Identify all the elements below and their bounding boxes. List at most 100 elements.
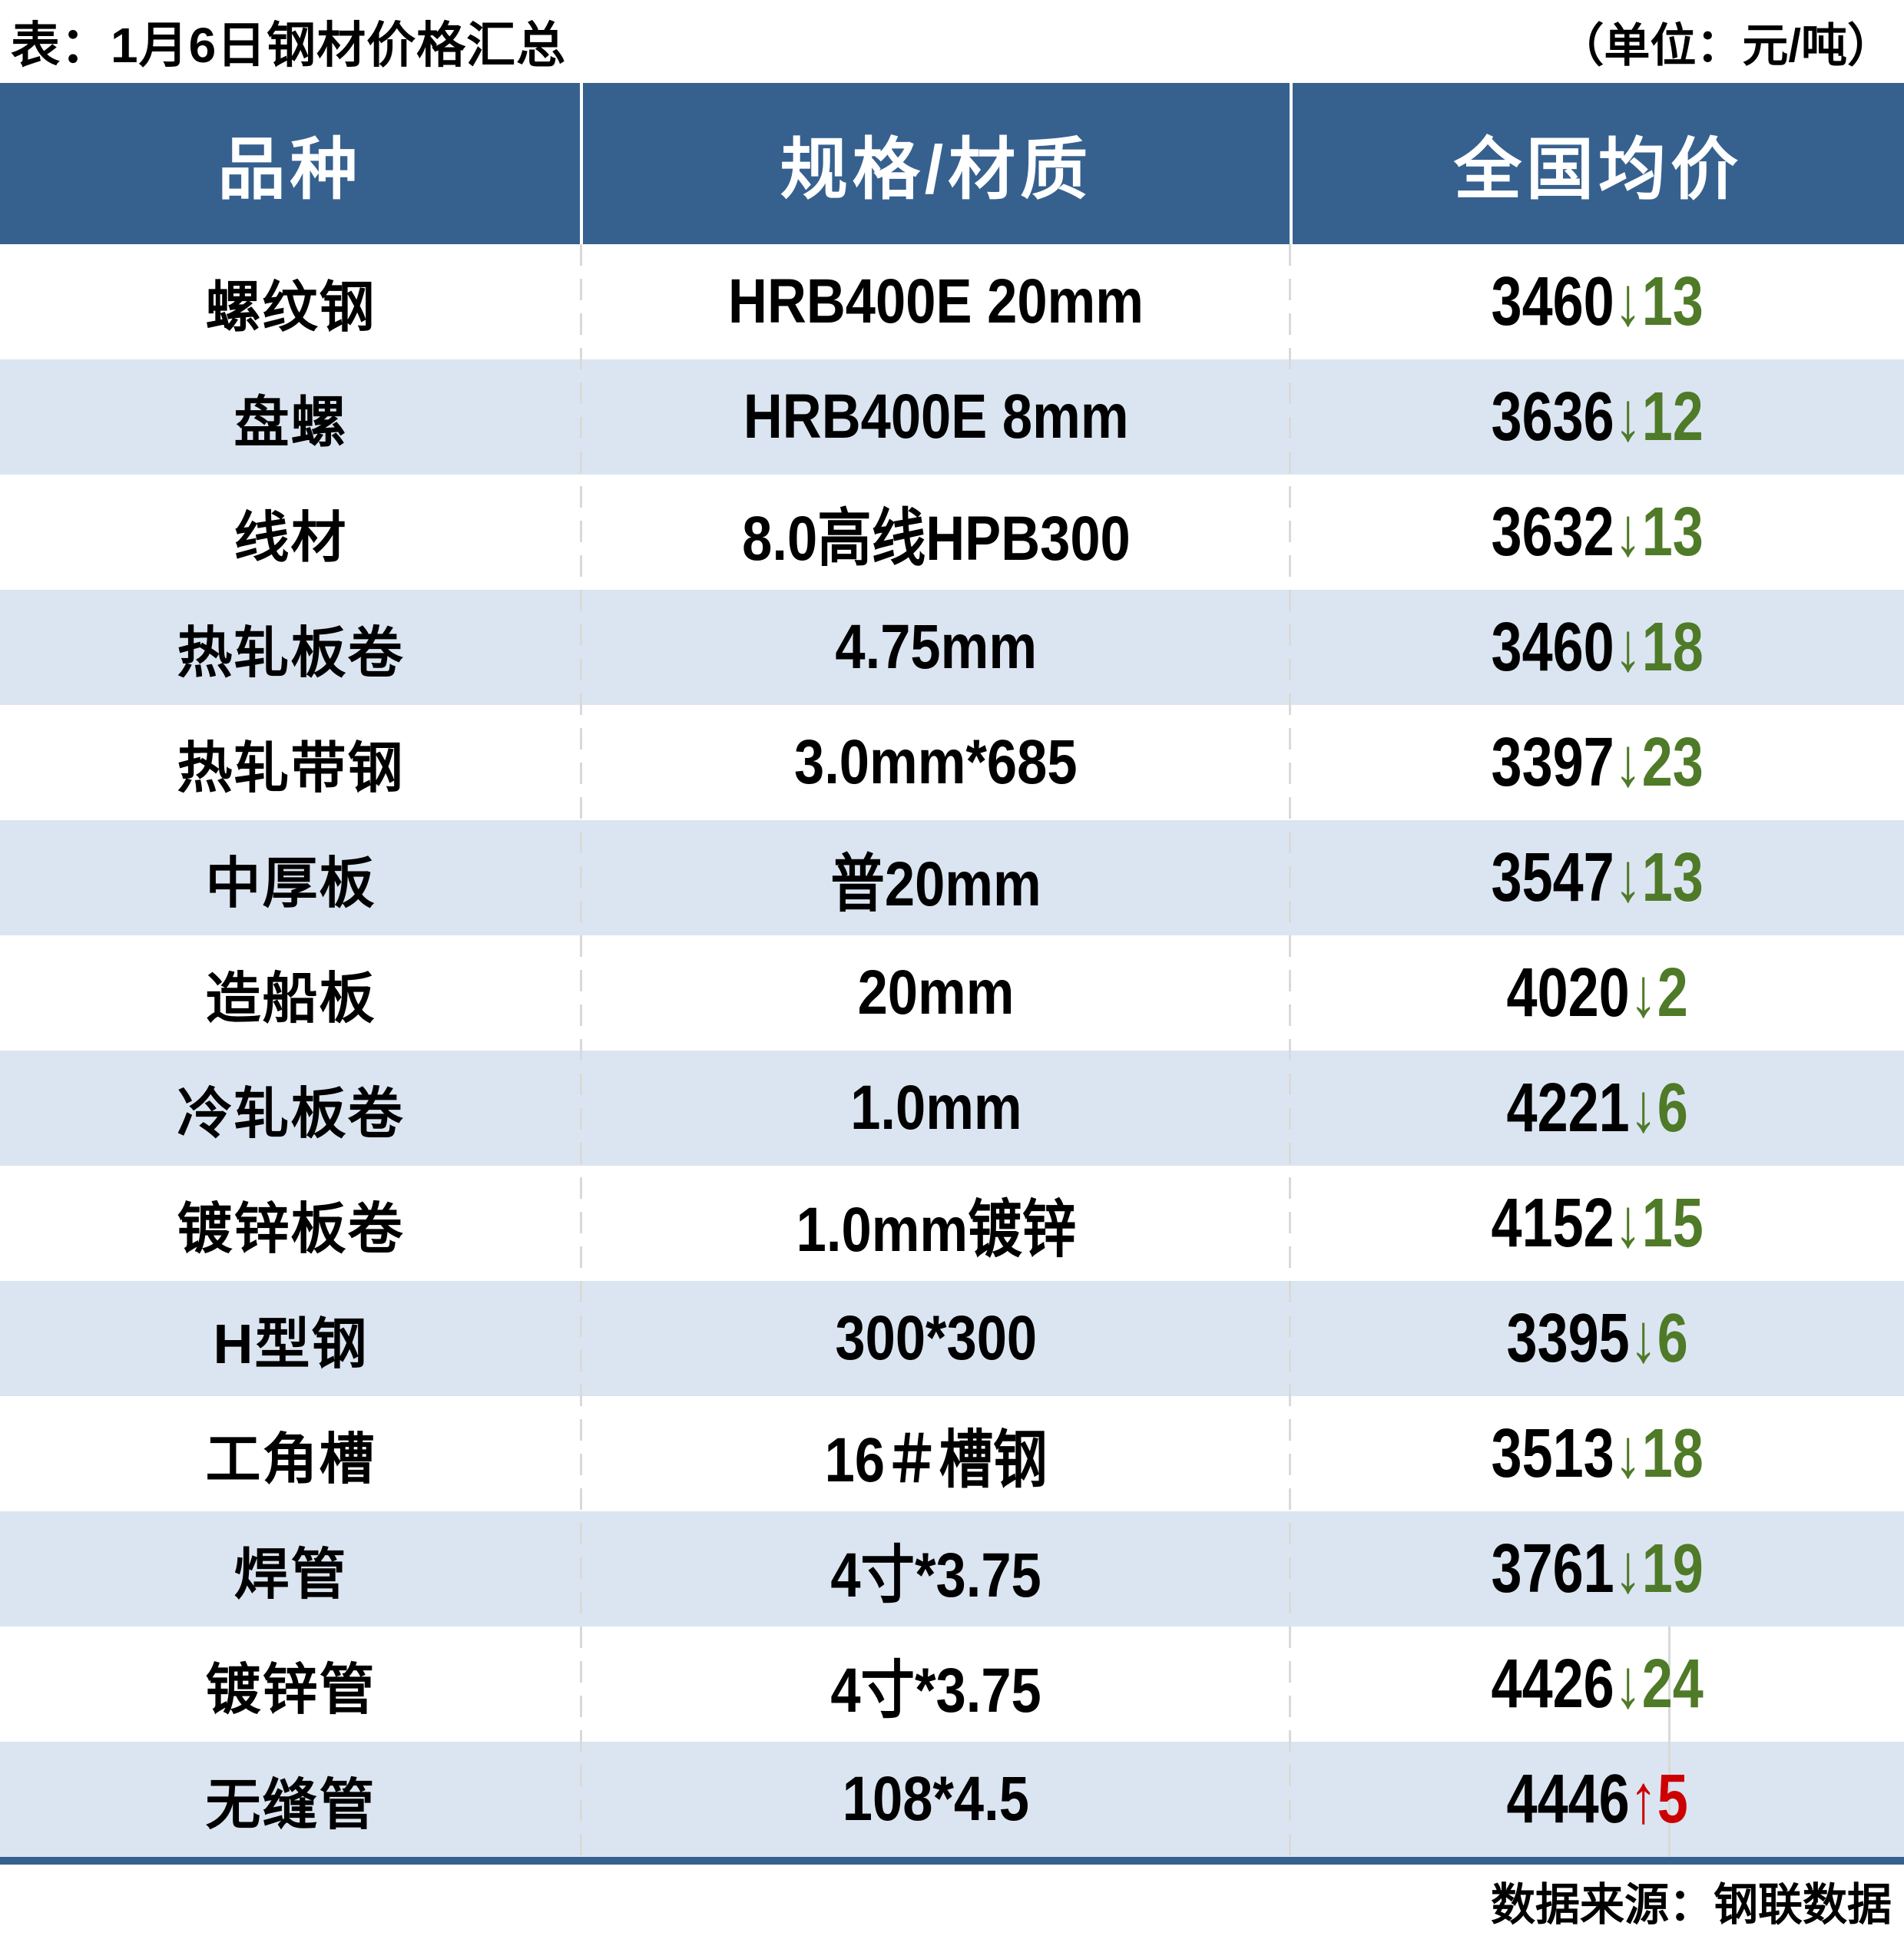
gridline-artifact	[1668, 1627, 1671, 1857]
price-group: 3632↓13	[1491, 493, 1703, 572]
spec-label: 1.0mm镀锌	[796, 1194, 1076, 1265]
spec-label: 4寸*3.75	[830, 1655, 1041, 1726]
change-value: 24	[1641, 1645, 1704, 1723]
variety-cell: 螺纹钢	[0, 244, 581, 359]
variety-label: 冷轧板卷	[177, 1083, 405, 1145]
price-value: 3513	[1491, 1415, 1614, 1492]
spec-cell: 108*4.5	[581, 1742, 1290, 1857]
header-cell-spec: 规格/材质	[583, 83, 1290, 244]
spec-label: 4寸*3.75	[830, 1540, 1041, 1610]
price-value: 3460	[1491, 608, 1614, 686]
bottom-bar	[0, 1857, 1904, 1865]
down-arrow-icon: ↓	[1629, 954, 1657, 1031]
price-cell: 4020↓2	[1290, 935, 1904, 1051]
change-badge: ↓19	[1614, 1531, 1704, 1607]
change-value: 6	[1657, 1299, 1688, 1377]
spec-label: 3.0mm*685	[794, 727, 1078, 797]
price-value: 3636	[1491, 378, 1614, 455]
variety-label: 焊管	[233, 1544, 348, 1606]
price-cell: 3397↓23	[1290, 705, 1904, 820]
price-value: 3761	[1491, 1530, 1614, 1607]
down-arrow-icon: ↓	[1614, 839, 1642, 916]
variety-cell: 焊管	[0, 1511, 581, 1627]
spec-cell: 1.0mm	[581, 1051, 1290, 1166]
variety-cell: 工角槽	[0, 1396, 581, 1511]
table-row: 焊管 4寸*3.75 3761↓19	[0, 1511, 1904, 1627]
variety-label: 造船板	[205, 968, 376, 1030]
spec-cell: 16＃槽钢	[581, 1396, 1290, 1511]
spec-label: 1.0mm	[849, 1073, 1022, 1143]
table-row: 无缝管 108*4.5 4446↑5	[0, 1742, 1904, 1857]
price-value: 3460	[1491, 263, 1614, 340]
variety-cell: 造船板	[0, 935, 581, 1051]
change-badge: ↓18	[1614, 609, 1704, 686]
table-row: 中厚板 普20mm 3547↓13	[0, 820, 1904, 935]
spec-label: 20mm	[857, 958, 1015, 1028]
variety-cell: 盘螺	[0, 359, 581, 475]
price-cell: 4446↑5	[1290, 1742, 1904, 1857]
change-badge: ↓6	[1630, 1070, 1688, 1147]
table-row: 螺纹钢 HRB400E 20mm 3460↓13	[0, 244, 1904, 359]
price-group: 4426↓24	[1491, 1645, 1703, 1724]
change-badge: ↓12	[1614, 379, 1704, 455]
change-value: 5	[1657, 1760, 1688, 1838]
change-badge: ↓13	[1614, 263, 1704, 340]
down-arrow-icon: ↓	[1629, 1299, 1657, 1377]
price-group: 3460↓18	[1491, 608, 1703, 687]
change-value: 23	[1641, 723, 1704, 801]
spec-cell: 普20mm	[581, 820, 1290, 935]
price-value: 3397	[1491, 723, 1614, 801]
price-group: 4020↓2	[1506, 954, 1687, 1033]
price-group: 3397↓23	[1491, 723, 1703, 803]
change-badge: ↓13	[1614, 839, 1704, 916]
spec-cell: 300*300	[581, 1281, 1290, 1396]
down-arrow-icon: ↓	[1614, 378, 1642, 455]
down-arrow-icon: ↓	[1614, 1530, 1642, 1607]
variety-cell: 无缝管	[0, 1742, 581, 1857]
price-cell: 3460↓13	[1290, 244, 1904, 359]
down-arrow-icon: ↓	[1614, 723, 1642, 801]
price-cell: 3460↓18	[1290, 590, 1904, 705]
change-value: 13	[1641, 263, 1704, 340]
down-arrow-icon: ↓	[1614, 263, 1642, 340]
down-arrow-icon: ↓	[1614, 1184, 1642, 1262]
price-group: 3513↓18	[1491, 1415, 1703, 1494]
change-value: 15	[1641, 1184, 1704, 1262]
change-value: 19	[1641, 1530, 1704, 1607]
price-value: 4221	[1506, 1069, 1630, 1147]
variety-label: 热轧带钢	[177, 737, 405, 799]
price-value: 4426	[1491, 1645, 1614, 1723]
variety-cell: 镀锌板卷	[0, 1166, 581, 1281]
variety-label: H型钢	[213, 1313, 369, 1375]
price-value: 3632	[1491, 493, 1614, 571]
spec-cell: 4寸*3.75	[581, 1627, 1290, 1742]
change-value: 6	[1657, 1069, 1688, 1147]
variety-label: 中厚板	[205, 852, 376, 915]
down-arrow-icon: ↓	[1614, 1645, 1642, 1723]
variety-label: 无缝管	[205, 1774, 376, 1836]
variety-label: 线材	[233, 507, 348, 569]
price-value: 4020	[1506, 954, 1630, 1031]
change-value: 12	[1641, 378, 1704, 455]
price-cell: 3632↓13	[1290, 475, 1904, 590]
variety-cell: 镀锌管	[0, 1627, 581, 1742]
price-value: 4446	[1506, 1760, 1630, 1838]
price-cell: 3636↓12	[1290, 359, 1904, 475]
table-row: 镀锌管 4寸*3.75 4426↓24	[0, 1627, 1904, 1742]
table-row: 镀锌板卷 1.0mm镀锌 4152↓15	[0, 1166, 1904, 1281]
title-bar: 表：1月6日钢材价格汇总 （单位：元/吨）	[0, 0, 1904, 83]
change-badge: ↓13	[1614, 494, 1704, 571]
change-badge: ↓23	[1614, 724, 1704, 801]
down-arrow-icon: ↓	[1614, 1415, 1642, 1492]
spec-label: 普20mm	[830, 849, 1041, 919]
table-row: 造船板 20mm 4020↓2	[0, 935, 1904, 1051]
table-row: 热轧带钢 3.0mm*685 3397↓23	[0, 705, 1904, 820]
spec-cell: 8.0高线HPB300	[581, 475, 1290, 590]
variety-cell: 线材	[0, 475, 581, 590]
price-group: 3460↓13	[1491, 263, 1703, 342]
price-group: 3547↓13	[1491, 839, 1703, 918]
price-value: 3395	[1506, 1299, 1630, 1377]
price-group: 4221↓6	[1506, 1069, 1687, 1148]
change-badge: ↓6	[1630, 1300, 1688, 1377]
change-value: 18	[1641, 1415, 1704, 1492]
